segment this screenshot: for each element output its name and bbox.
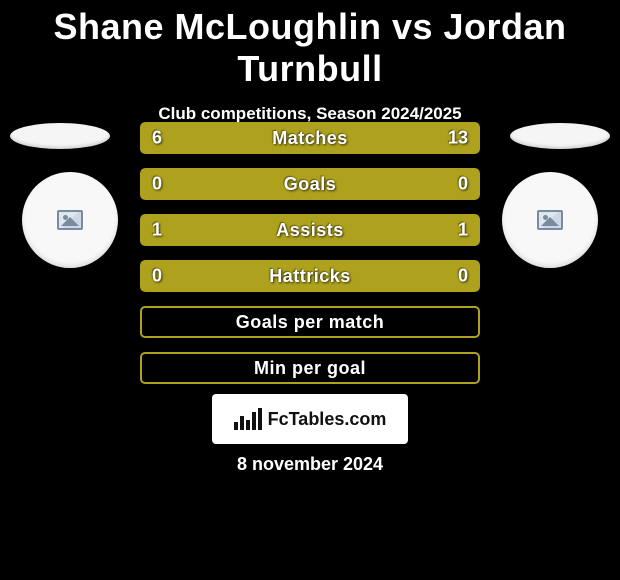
stat-value-left: 6 — [152, 128, 162, 149]
subtitle: Club competitions, Season 2024/2025 — [0, 104, 620, 124]
bar-chart-icon — [234, 408, 262, 430]
stat-value-left: 0 — [152, 174, 162, 195]
stat-row-matches: 6 Matches 13 — [140, 122, 480, 154]
stat-row-hattricks: 0 Hattricks 0 — [140, 260, 480, 292]
stat-row-min-per-goal: Min per goal — [140, 352, 480, 384]
player-right-flag — [510, 123, 610, 149]
stat-row-goals: 0 Goals 0 — [140, 168, 480, 200]
stat-label: Goals — [284, 174, 337, 195]
stat-row-assists: 1 Assists 1 — [140, 214, 480, 246]
player-right-portrait — [502, 172, 598, 268]
photo-placeholder-icon — [57, 210, 83, 230]
player-left-flag — [10, 123, 110, 149]
stat-row-goals-per-match: Goals per match — [140, 306, 480, 338]
stat-label: Hattricks — [269, 266, 351, 287]
stat-label: Assists — [276, 220, 344, 241]
stat-label: Min per goal — [254, 358, 366, 379]
page-title: Shane McLoughlin vs Jordan Turnbull — [0, 0, 620, 90]
stat-label: Goals per match — [236, 312, 385, 333]
stat-value-right: 0 — [458, 174, 468, 195]
stat-label: Matches — [272, 128, 348, 149]
date-label: 8 november 2024 — [237, 454, 383, 475]
stats-container: 6 Matches 13 0 Goals 0 1 Assists 1 0 Hat… — [140, 122, 480, 398]
fctables-logo-badge: FcTables.com — [212, 394, 408, 444]
stat-value-right: 13 — [448, 128, 468, 149]
stat-value-left: 0 — [152, 266, 162, 287]
stat-value-left: 1 — [152, 220, 162, 241]
player-left-portrait — [22, 172, 118, 268]
stat-value-right: 0 — [458, 266, 468, 287]
logo-text: FcTables.com — [268, 409, 387, 430]
stat-value-right: 1 — [458, 220, 468, 241]
photo-placeholder-icon — [537, 210, 563, 230]
